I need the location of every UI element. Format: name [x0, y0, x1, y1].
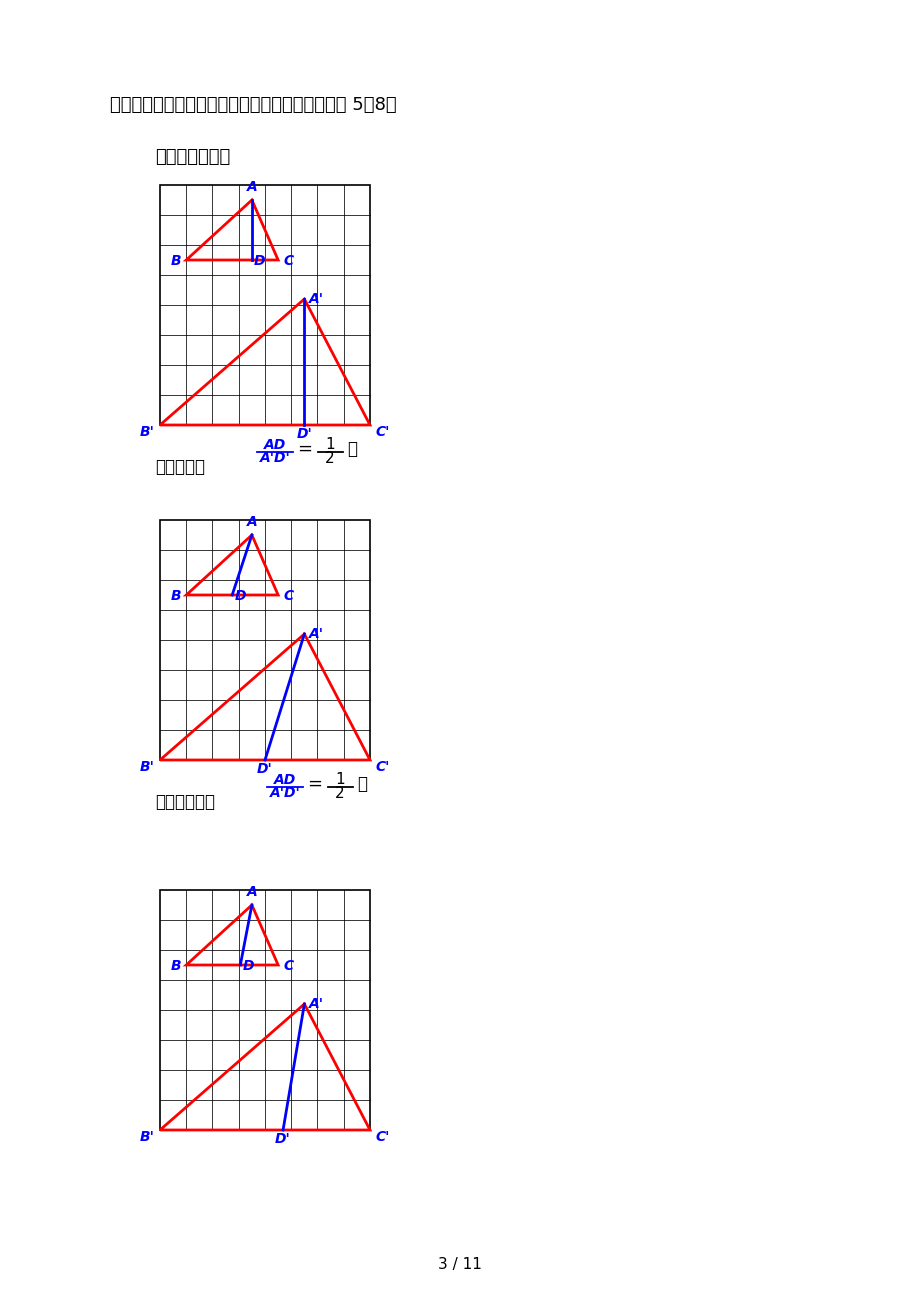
- Text: B': B': [140, 760, 154, 773]
- Bar: [160, 891, 369, 1130]
- Bar: [160, 519, 369, 760]
- Text: C: C: [283, 254, 293, 268]
- Text: 3 / 11: 3 / 11: [437, 1258, 482, 1272]
- Text: A: A: [246, 180, 257, 194]
- Text: D': D': [256, 762, 273, 776]
- Text: A: A: [246, 885, 257, 898]
- Text: A': A': [309, 997, 323, 1010]
- Text: AD: AD: [264, 437, 286, 452]
- Text: 对应中线的比: 对应中线的比: [154, 793, 215, 811]
- Text: B: B: [171, 960, 181, 973]
- Text: D': D': [275, 1131, 290, 1146]
- Bar: [160, 185, 369, 424]
- Text: 应中线、对应角平分线的比各是多少？（出示课件 5～8）: 应中线、对应角平分线的比各是多少？（出示课件 5～8）: [110, 96, 396, 115]
- Text: 对应高的比: 对应高的比: [154, 458, 205, 477]
- Text: 2: 2: [335, 786, 345, 801]
- Text: D': D': [296, 427, 312, 441]
- Text: ；: ；: [357, 775, 367, 793]
- Text: AD: AD: [274, 773, 296, 786]
- Text: A': A': [309, 292, 323, 306]
- Text: B: B: [171, 254, 181, 268]
- Text: C': C': [375, 1130, 390, 1144]
- Text: =: =: [297, 440, 312, 458]
- Text: A'D': A'D': [259, 450, 290, 465]
- Text: D: D: [243, 960, 254, 973]
- Text: 1: 1: [335, 772, 345, 786]
- Text: 师生共同探究：: 师生共同探究：: [154, 148, 230, 165]
- Text: 1: 1: [324, 437, 335, 452]
- Text: C': C': [375, 424, 390, 439]
- Text: A': A': [309, 628, 323, 641]
- Text: B: B: [171, 589, 181, 603]
- Text: C: C: [283, 589, 293, 603]
- Text: C: C: [283, 960, 293, 973]
- Text: B': B': [140, 1130, 154, 1144]
- Text: ；: ；: [346, 440, 357, 458]
- Text: B': B': [140, 424, 154, 439]
- Text: =: =: [307, 775, 323, 793]
- Text: D: D: [234, 589, 245, 603]
- Text: A'D': A'D': [269, 786, 300, 799]
- Text: 2: 2: [324, 450, 335, 466]
- Text: A: A: [246, 516, 257, 529]
- Text: D: D: [254, 254, 266, 268]
- Text: C': C': [375, 760, 390, 773]
